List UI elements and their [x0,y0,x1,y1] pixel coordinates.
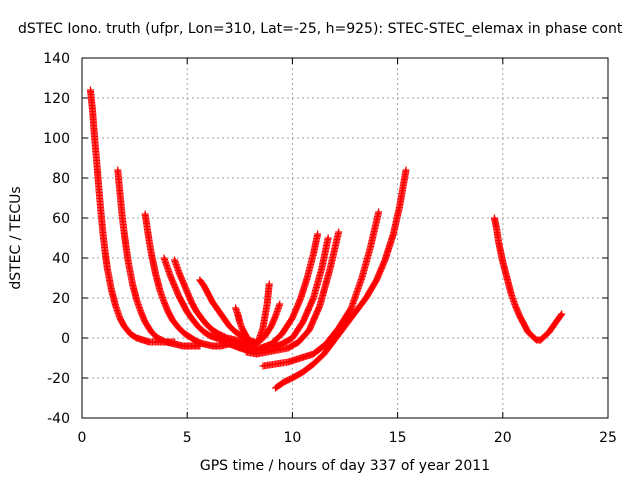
data-point [276,300,284,308]
data-point [335,228,343,236]
x-tick-label: 10 [283,430,301,446]
y-tick-label: 40 [52,251,70,267]
data-point [557,311,565,319]
data-point [324,234,332,242]
series-9 [225,230,322,354]
x-tick-label: 25 [599,430,617,446]
series-12 [259,208,383,370]
series-1 [86,86,179,346]
plot-frame [81,57,609,419]
series-11 [242,228,343,358]
series-4 [160,254,246,348]
y-tick-label: 20 [52,291,70,307]
y-tick-label: -40 [47,411,70,427]
x-tick-label: 5 [183,430,192,446]
y-tick-label: -20 [47,371,70,387]
y-tick-label: 60 [52,211,70,227]
x-axis-label: GPS time / hours of day 337 of year 2011 [200,458,490,474]
x-tick-label: 15 [389,430,407,446]
x-tick-label: 20 [494,430,512,446]
y-tick-label: 120 [43,91,70,107]
y-tick-label: 100 [43,131,70,147]
y-tick-label: 140 [43,51,70,67]
grid [82,58,608,418]
y-axis-label: dSTEC / TECUs [8,186,24,289]
data-points [86,86,566,392]
y-tick-label: 0 [61,331,70,347]
data-point [402,166,410,174]
series-14 [490,214,566,344]
series-5 [171,256,254,346]
series-13 [272,166,410,392]
data-point [314,230,322,238]
x-tick-label: 0 [78,430,87,446]
data-point [375,208,383,216]
y-tick-label: 80 [52,171,70,187]
data-point [265,280,273,288]
ticks: -40 -20 0 20 40 60 80 100 120 140 0 5 10 15 20 25 [43,51,617,446]
data-point [558,310,566,318]
chart-title: dSTEC Iono. truth (ufpr, Lon=310, Lat=-2… [18,21,623,37]
